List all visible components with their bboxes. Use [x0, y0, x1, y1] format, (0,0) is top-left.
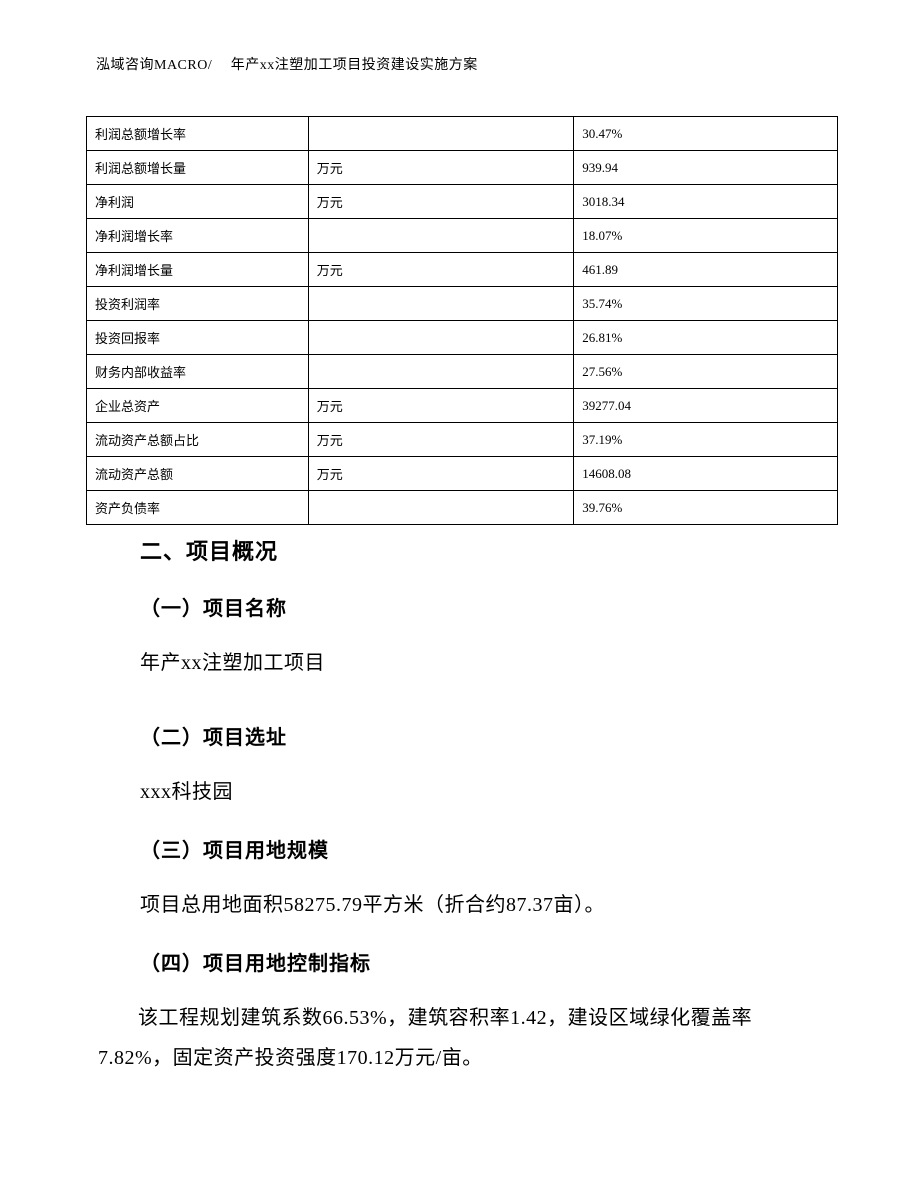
table-row: 利润总额增长率 30.47%: [87, 117, 838, 151]
table-cell: [308, 287, 574, 321]
table-cell: 净利润增长量: [87, 253, 309, 287]
table-cell: 39277.04: [574, 389, 838, 423]
table-cell: 万元: [308, 457, 574, 491]
table-row: 净利润万元3018.34: [87, 185, 838, 219]
section-2-title: 二、项目概况: [140, 534, 820, 566]
table-cell: 流动资产总额占比: [87, 423, 309, 457]
table-cell: 万元: [308, 185, 574, 219]
table-cell: 27.56%: [574, 355, 838, 389]
document-content: 二、项目概况 （一）项目名称 年产xx注塑加工项目 （二）项目选址 xxx科技园…: [140, 534, 820, 1116]
table-cell: 37.19%: [574, 423, 838, 457]
table-row: 流动资产总额占比万元37.19%: [87, 423, 838, 457]
table-cell: 35.74%: [574, 287, 838, 321]
table-cell: 利润总额增长率: [87, 117, 309, 151]
table-row: 资产负债率 39.76%: [87, 491, 838, 525]
table-cell: 39.76%: [574, 491, 838, 525]
subsection-3-heading: （三）项目用地规模: [140, 834, 820, 863]
table-row: 投资利润率 35.74%: [87, 287, 838, 321]
page-header: 泓域咨询MACRO/ 年产xx注塑加工项目投资建设实施方案: [96, 54, 478, 74]
table-cell: [308, 219, 574, 253]
table-cell: 财务内部收益率: [87, 355, 309, 389]
table-cell: [308, 321, 574, 355]
table-cell: 企业总资产: [87, 389, 309, 423]
table-cell: 净利润增长率: [87, 219, 309, 253]
table-cell: 流动资产总额: [87, 457, 309, 491]
table-cell: 30.47%: [574, 117, 838, 151]
table-row: 净利润增长率 18.07%: [87, 219, 838, 253]
land-control-text: 该工程规划建筑系数66.53%，建筑容积率1.42，建设区域绿化覆盖率7.82%…: [98, 998, 820, 1078]
table-cell: 投资利润率: [87, 287, 309, 321]
table-row: 投资回报率 26.81%: [87, 321, 838, 355]
table-cell: [308, 117, 574, 151]
table-cell: 939.94: [574, 151, 838, 185]
table-cell: 3018.34: [574, 185, 838, 219]
land-scale-text: 项目总用地面积58275.79平方米（折合约87.37亩）。: [140, 885, 820, 925]
table-cell: 18.07%: [574, 219, 838, 253]
table-cell: 万元: [308, 253, 574, 287]
table-cell: 461.89: [574, 253, 838, 287]
subsection-1-heading: （一）项目名称: [140, 592, 820, 621]
table-cell: 万元: [308, 389, 574, 423]
table-row: 企业总资产万元39277.04: [87, 389, 838, 423]
table-row: 净利润增长量万元461.89: [87, 253, 838, 287]
table-row: 流动资产总额万元14608.08: [87, 457, 838, 491]
table-cell: 26.81%: [574, 321, 838, 355]
project-name-text: 年产xx注塑加工项目: [140, 643, 820, 683]
table-row: 利润总额增长量万元939.94: [87, 151, 838, 185]
table-cell: [308, 355, 574, 389]
table-cell: 资产负债率: [87, 491, 309, 525]
financial-table-container: 利润总额增长率30.47%利润总额增长量万元939.94净利润万元3018.34…: [86, 116, 838, 525]
table-cell: 净利润: [87, 185, 309, 219]
table-cell: 投资回报率: [87, 321, 309, 355]
project-location-text: xxx科技园: [140, 772, 820, 812]
subsection-2-heading: （二）项目选址: [140, 721, 820, 750]
table-cell: 利润总额增长量: [87, 151, 309, 185]
financial-table: 利润总额增长率30.47%利润总额增长量万元939.94净利润万元3018.34…: [86, 116, 838, 525]
table-cell: 14608.08: [574, 457, 838, 491]
table-cell: 万元: [308, 423, 574, 457]
subsection-4-heading: （四）项目用地控制指标: [140, 947, 820, 976]
table-row: 财务内部收益率 27.56%: [87, 355, 838, 389]
table-cell: [308, 491, 574, 525]
table-cell: 万元: [308, 151, 574, 185]
